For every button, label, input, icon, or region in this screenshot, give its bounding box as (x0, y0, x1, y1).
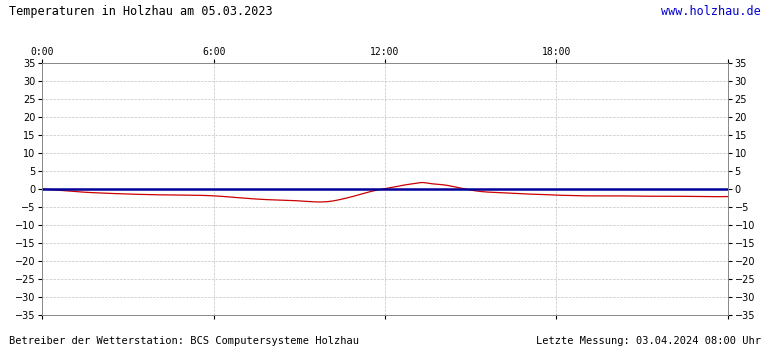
Text: www.holzhau.de: www.holzhau.de (661, 5, 761, 18)
Text: Temperaturen in Holzhau am 05.03.2023: Temperaturen in Holzhau am 05.03.2023 (9, 5, 273, 18)
Text: Betreiber der Wetterstation: BCS Computersysteme Holzhau: Betreiber der Wetterstation: BCS Compute… (9, 336, 360, 346)
Text: Letzte Messung: 03.04.2024 08:00 Uhr: Letzte Messung: 03.04.2024 08:00 Uhr (536, 336, 761, 346)
